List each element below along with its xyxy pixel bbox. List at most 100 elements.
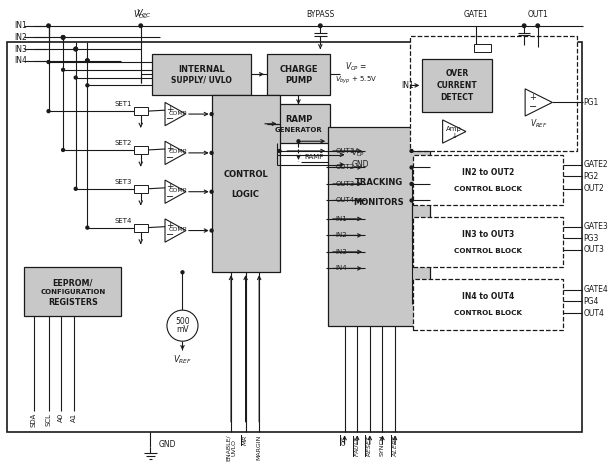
Bar xyxy=(328,127,430,325)
Bar xyxy=(267,105,330,143)
Text: $\overline{FAULT}$: $\overline{FAULT}$ xyxy=(353,434,362,456)
Text: CURRENT: CURRENT xyxy=(437,81,477,90)
Bar xyxy=(24,268,122,316)
Text: OUT4: OUT4 xyxy=(583,309,604,317)
Text: EEPROM/: EEPROM/ xyxy=(53,278,93,287)
Circle shape xyxy=(74,187,77,190)
Text: OUT2: OUT2 xyxy=(336,164,355,171)
Text: IN4: IN4 xyxy=(336,265,348,271)
Circle shape xyxy=(61,68,64,71)
Text: $\overline{RESET}$: $\overline{RESET}$ xyxy=(365,434,375,457)
Text: −: − xyxy=(166,230,174,240)
Text: +: + xyxy=(166,182,174,191)
Circle shape xyxy=(522,24,526,27)
Text: BYPASS: BYPASS xyxy=(306,9,334,18)
Text: RAMP: RAMP xyxy=(285,114,312,123)
Text: $\overline{ALERT}$: $\overline{ALERT}$ xyxy=(390,434,399,457)
Text: GATE2: GATE2 xyxy=(583,160,608,169)
Text: SDA: SDA xyxy=(31,413,37,427)
Text: $\overline{OC}$: $\overline{OC}$ xyxy=(340,434,349,446)
Text: DETECT: DETECT xyxy=(441,93,474,102)
Circle shape xyxy=(410,182,413,186)
Text: +: + xyxy=(166,144,174,153)
Bar xyxy=(134,107,148,115)
Text: GATE4: GATE4 xyxy=(583,285,608,294)
Text: IN2: IN2 xyxy=(15,33,27,42)
Text: LOGIC: LOGIC xyxy=(232,190,260,199)
Text: GATE3: GATE3 xyxy=(583,222,608,231)
Circle shape xyxy=(61,36,65,39)
Circle shape xyxy=(74,47,77,51)
Polygon shape xyxy=(525,89,552,116)
Text: IN2: IN2 xyxy=(336,232,348,238)
Circle shape xyxy=(410,166,413,169)
Text: GATE1: GATE1 xyxy=(463,9,488,18)
Bar xyxy=(474,44,491,52)
Text: IN3 to OUT3: IN3 to OUT3 xyxy=(461,230,514,239)
Text: CONFIGURATION: CONFIGURATION xyxy=(40,289,105,295)
Text: SUPPLY/ UVLO: SUPPLY/ UVLO xyxy=(171,76,232,85)
Circle shape xyxy=(181,271,184,274)
Text: TRACKING: TRACKING xyxy=(355,178,403,187)
Bar xyxy=(134,185,148,193)
Text: $V_{REF}$: $V_{REF}$ xyxy=(530,118,547,130)
Circle shape xyxy=(86,59,89,63)
Text: REGISTERS: REGISTERS xyxy=(48,298,98,307)
Text: +: + xyxy=(166,105,174,114)
Text: PUMP: PUMP xyxy=(285,76,312,85)
Circle shape xyxy=(86,84,89,87)
Text: INTERNAL: INTERNAL xyxy=(179,65,226,74)
Text: PG3: PG3 xyxy=(583,234,599,243)
Text: PG4: PG4 xyxy=(583,297,599,306)
Text: COMP: COMP xyxy=(168,149,187,154)
Circle shape xyxy=(61,36,65,39)
Circle shape xyxy=(210,229,213,232)
Text: OUT3: OUT3 xyxy=(583,245,604,254)
Polygon shape xyxy=(165,102,186,126)
Bar xyxy=(267,54,330,95)
Text: CONTROL BLOCK: CONTROL BLOCK xyxy=(454,248,522,254)
Text: 500: 500 xyxy=(175,317,190,326)
Text: −: − xyxy=(166,153,174,163)
Text: MONITORS: MONITORS xyxy=(354,198,404,207)
Text: COMP: COMP xyxy=(168,188,187,193)
Bar xyxy=(212,95,280,272)
Circle shape xyxy=(86,59,89,63)
Circle shape xyxy=(410,149,413,153)
Text: IN2 to OUT2: IN2 to OUT2 xyxy=(461,168,514,177)
Bar xyxy=(413,279,563,330)
Text: IN4: IN4 xyxy=(15,56,27,65)
Text: CONTROL: CONTROL xyxy=(223,170,268,179)
Text: PG2: PG2 xyxy=(583,172,599,181)
Circle shape xyxy=(47,24,50,27)
Text: RAMP: RAMP xyxy=(305,154,324,160)
Text: Amp: Amp xyxy=(446,126,462,131)
Text: SYNCH: SYNCH xyxy=(380,434,385,456)
Text: $V_{CC}$: $V_{CC}$ xyxy=(136,8,151,20)
Text: MARGIN: MARGIN xyxy=(257,434,261,460)
Bar xyxy=(7,42,582,432)
Circle shape xyxy=(536,24,539,27)
Text: OVER: OVER xyxy=(446,69,469,78)
Text: +: + xyxy=(530,93,536,102)
Circle shape xyxy=(86,226,89,229)
Circle shape xyxy=(167,310,198,341)
Text: SET4: SET4 xyxy=(115,218,132,224)
Text: IN1: IN1 xyxy=(15,21,27,30)
Text: $\overline{MR}$: $\overline{MR}$ xyxy=(241,434,250,446)
Text: IN3: IN3 xyxy=(336,249,348,255)
Circle shape xyxy=(139,24,142,27)
Circle shape xyxy=(410,199,413,202)
Polygon shape xyxy=(165,180,186,203)
Text: A1: A1 xyxy=(71,413,77,422)
Text: PG1: PG1 xyxy=(583,98,599,107)
Circle shape xyxy=(74,47,77,51)
Circle shape xyxy=(210,190,213,193)
Text: +: + xyxy=(166,221,174,230)
Text: COMP: COMP xyxy=(168,227,187,232)
Circle shape xyxy=(319,24,322,27)
Text: $V_{CP}$ =: $V_{CP}$ = xyxy=(345,61,367,73)
Bar xyxy=(153,54,251,95)
Polygon shape xyxy=(443,120,466,143)
Text: CONTROL BLOCK: CONTROL BLOCK xyxy=(454,186,522,192)
